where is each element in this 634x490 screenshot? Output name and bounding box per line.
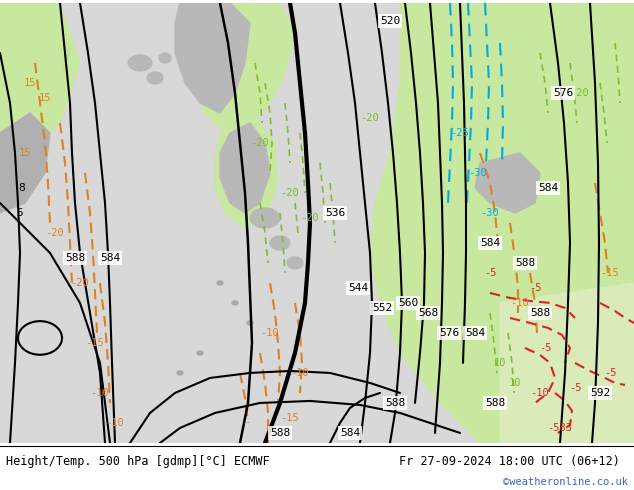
Polygon shape [197,351,203,355]
Polygon shape [500,283,634,443]
Text: 15: 15 [39,93,51,103]
Text: -5: -5 [569,383,581,393]
Polygon shape [175,3,250,113]
Text: 5: 5 [16,208,23,218]
Text: -25: -25 [451,128,469,138]
Text: 588: 588 [65,253,85,263]
Polygon shape [190,3,295,133]
Polygon shape [0,3,70,183]
Text: -30: -30 [481,208,500,218]
Text: 576: 576 [553,88,573,98]
Text: -10: -10 [91,388,110,398]
Polygon shape [0,3,70,133]
Text: ©weatheronline.co.uk: ©weatheronline.co.uk [503,477,628,487]
Text: -10: -10 [106,418,124,428]
Text: 8: 8 [18,183,25,193]
Text: 584: 584 [340,428,360,438]
Text: -20: -20 [70,278,89,288]
Text: -20: -20 [281,188,299,198]
Text: 10: 10 [494,358,507,368]
Text: 15: 15 [23,78,36,88]
Text: 576: 576 [439,328,459,338]
Text: 592: 592 [590,388,610,398]
Polygon shape [287,257,303,269]
Text: 536: 536 [325,208,345,218]
Polygon shape [370,3,634,443]
Text: Fr 27-09-2024 18:00 UTC (06+12): Fr 27-09-2024 18:00 UTC (06+12) [399,455,620,468]
Text: 584: 584 [465,328,485,338]
Text: -15: -15 [86,338,105,348]
Text: 544: 544 [348,283,368,293]
Text: -30: -30 [469,168,488,178]
Text: 584: 584 [538,183,558,193]
Text: 568: 568 [418,308,438,318]
Polygon shape [128,55,152,71]
Text: 588: 588 [515,258,535,268]
Text: 584: 584 [100,253,120,263]
Polygon shape [159,53,171,63]
Polygon shape [147,72,163,84]
Text: 588: 588 [385,398,405,408]
Polygon shape [475,153,540,213]
Polygon shape [250,208,280,228]
Text: 552: 552 [372,303,392,313]
Text: 584: 584 [480,238,500,248]
Text: 588: 588 [270,428,290,438]
Polygon shape [220,123,270,213]
Polygon shape [270,236,290,250]
Text: -5: -5 [484,268,496,278]
Text: -5: -5 [539,343,551,353]
Text: 15: 15 [19,148,31,158]
Text: -20: -20 [250,138,269,148]
Text: -583: -583 [548,423,573,433]
Text: -10: -10 [261,328,280,338]
Text: Height/Temp. 500 hPa [gdmp][°C] ECMWF: Height/Temp. 500 hPa [gdmp][°C] ECMWF [6,455,270,468]
Text: 10: 10 [508,378,521,388]
Text: -10: -10 [531,388,550,398]
Text: -5: -5 [529,283,541,293]
Polygon shape [215,118,278,228]
Text: -10: -10 [290,368,309,378]
Text: -15: -15 [281,413,299,423]
Polygon shape [247,321,253,325]
Polygon shape [0,3,80,153]
Text: 560: 560 [398,298,418,308]
Text: -15: -15 [600,268,619,278]
Text: 588: 588 [485,398,505,408]
Text: -10: -10 [510,298,529,308]
Text: 588: 588 [530,308,550,318]
Text: 520: 520 [380,16,400,26]
Text: -5: -5 [604,368,616,378]
Text: -20: -20 [571,88,590,98]
Polygon shape [232,301,238,305]
Polygon shape [177,371,183,375]
Text: -20: -20 [361,113,379,123]
Polygon shape [217,281,223,285]
Text: -20: -20 [46,228,65,238]
Text: -20: -20 [301,213,320,223]
Polygon shape [0,113,50,213]
